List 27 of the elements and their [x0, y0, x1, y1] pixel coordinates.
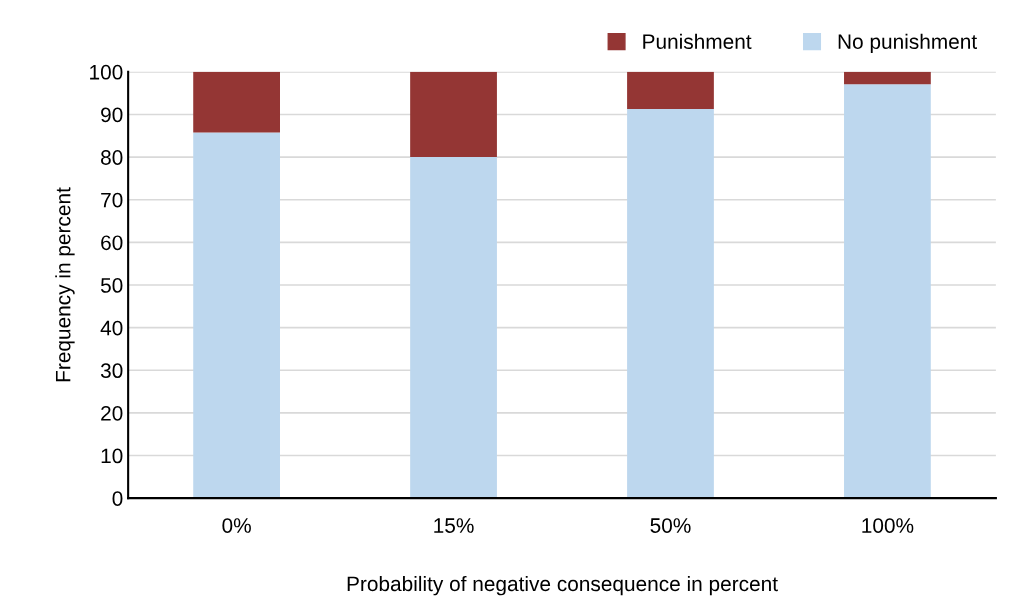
bar — [844, 71, 931, 85]
y-tick-label: 70 — [101, 192, 123, 208]
y-axis-title: Frequency in percent — [55, 187, 75, 382]
bar — [844, 84, 931, 499]
x-tick-label: 15% — [434, 518, 474, 533]
bar — [410, 71, 497, 158]
y-tick-label: 100 — [90, 64, 123, 80]
x-tick-label: 100% — [862, 518, 914, 533]
bar — [410, 157, 497, 499]
y-tick-label: 10 — [101, 448, 123, 464]
legend-label: No punishment — [838, 33, 977, 54]
bar — [193, 71, 280, 133]
y-tick-label: 20 — [101, 405, 123, 421]
y-tick-label: 40 — [100, 320, 123, 336]
x-axis-title: Probability of negative consequence in percent — [347, 575, 778, 596]
y-tick-label: 0 — [112, 491, 123, 506]
y-tick-label: 90 — [101, 107, 123, 123]
y-tick-label: 50 — [100, 278, 123, 293]
bar — [627, 71, 714, 109]
x-tick-label: 0% — [222, 518, 251, 533]
x-tick-label: 50% — [650, 518, 691, 533]
bar — [193, 132, 280, 499]
legend-label: Punishment — [643, 33, 752, 49]
y-tick-label: 30 — [100, 363, 123, 379]
y-tick-label: 60 — [101, 235, 123, 251]
bar — [627, 108, 714, 499]
y-tick-label: 80 — [101, 150, 123, 165]
